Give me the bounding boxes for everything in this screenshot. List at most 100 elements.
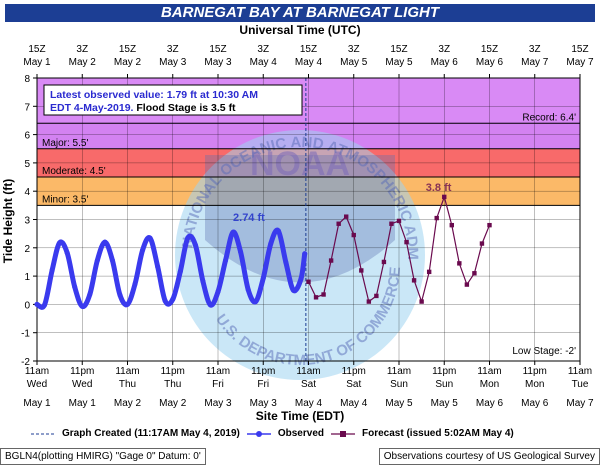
observed-crest-label: 2.74 ft: [233, 212, 265, 224]
observed-point: [238, 249, 244, 255]
observed-point: [298, 276, 304, 282]
bottom-tick-label-time: 11am: [296, 366, 320, 377]
bottom-tick-label-time: 11pm: [432, 366, 456, 377]
y-tick-label: -1: [21, 329, 30, 340]
top-tick-label-date: May 3: [159, 57, 187, 68]
top-tick-label-date: May 1: [23, 57, 51, 68]
bottom-tick-label-date: May 1: [23, 398, 51, 409]
observed-point: [109, 257, 115, 263]
bottom-tick-label-time: 11am: [477, 366, 501, 377]
forecast-point: [434, 215, 439, 221]
forecast-legend-icon: [331, 430, 355, 437]
bottom-tick-label-date: May 7: [566, 398, 594, 409]
top-tick-label-time: 15Z: [571, 44, 588, 55]
forecast-point: [464, 282, 470, 287]
legend-observed: Observed: [277, 428, 324, 439]
top-tick-label-time: 15Z: [119, 44, 136, 55]
observed-point: [117, 292, 123, 298]
bottom-tick-label-time: 11am: [206, 366, 230, 377]
noaa-logo-ring: [175, 130, 425, 380]
top-tick-label-date: May 7: [566, 57, 594, 68]
bottom-tick-label-time: 11am: [387, 366, 411, 377]
bottom-tick-label-day: Sun: [435, 379, 453, 390]
top-tick-label-date: May 5: [340, 57, 368, 68]
forecast-point: [359, 268, 364, 273]
forecast-point: [419, 299, 424, 304]
legend-graph-created: Graph Created (11:17AM May 4, 2019): [62, 428, 240, 439]
observed-point: [283, 260, 289, 266]
noaa-logo-bird: [205, 155, 395, 283]
y-axis-title: Tide Height (ft): [1, 178, 15, 264]
bottom-tick-label-date: May 1: [69, 398, 97, 409]
bottom-tick-label-date: May 5: [385, 398, 413, 409]
observed-point: [64, 250, 70, 256]
y-tick-label: 4: [24, 187, 30, 198]
forecast-point: [374, 293, 379, 299]
observed-point: [302, 251, 308, 257]
y-tick-label: 3: [24, 216, 30, 227]
top-tick-label-date: May 6: [431, 57, 459, 68]
observed-point: [253, 299, 259, 305]
top-tick-label-time: 3Z: [167, 44, 179, 55]
info-box-line1: Latest observed value: 1.79 ft at 10:30 …: [50, 89, 258, 101]
observed-point: [268, 241, 274, 247]
y-tick-label: -2: [21, 357, 30, 368]
top-tick-label-time: 3Z: [76, 44, 88, 55]
observed-point: [177, 269, 183, 275]
observed-point: [245, 287, 251, 293]
chart-title: BARNEGAT BAY AT BARNEGAT LIGHT: [5, 4, 595, 22]
y-tick-label: 6: [24, 131, 30, 142]
info-box: [43, 84, 303, 116]
legend-forecast: Forecast (issued 5:02AM May 4): [362, 428, 514, 439]
y-tick-label: 7: [24, 102, 30, 113]
stage-label-low-stage: Low Stage: -2': [512, 346, 576, 357]
observed-point: [87, 291, 93, 297]
bottom-tick-label-date: May 2: [159, 398, 187, 409]
y-tick-label: 2: [24, 244, 30, 255]
forecast-point: [351, 232, 356, 238]
observed-point: [94, 258, 100, 264]
forecast-point: [457, 261, 462, 266]
bottom-tick-label-time: 11pm: [251, 366, 275, 377]
observed-point: [223, 258, 229, 264]
forecast-point: [472, 271, 477, 276]
forecast-point: [411, 278, 417, 283]
y-tick-label: 1: [24, 272, 30, 283]
forecast-point: [487, 222, 492, 228]
bottom-tick-label-day: Fri: [212, 379, 224, 390]
observed-point: [34, 301, 40, 307]
forecast-point: [381, 259, 387, 265]
bottom-tick-label-time: 11am: [568, 366, 592, 377]
observed-point: [215, 289, 221, 295]
footer-source: Observations courtesy of US Geological S…: [378, 448, 600, 465]
bottom-tick-label-time: 11am: [115, 366, 139, 377]
bottom-tick-label-time: 11pm: [161, 366, 185, 377]
bottom-tick-label-time: 11pm: [523, 366, 547, 377]
top-axis-title: Universal Time (UTC): [239, 23, 361, 37]
forecast-crest-label: 3.8 ft: [426, 182, 452, 194]
observed-point: [170, 296, 176, 302]
top-tick-label-time: 15Z: [209, 44, 226, 55]
observed-point: [72, 284, 78, 290]
footer-gauge-info: BGLN4(plotting HMIRG) "Gage 0" Datum: 0': [0, 448, 206, 465]
observed-point: [155, 264, 161, 270]
forecast-point: [426, 269, 432, 275]
observed-point: [260, 275, 266, 281]
bottom-tick-label-time: 11pm: [70, 366, 94, 377]
graph-created-legend-icon: [31, 433, 55, 434]
forecast-point: [442, 194, 447, 200]
bottom-tick-label-day: Mon: [480, 379, 499, 390]
forecast-point: [313, 295, 319, 300]
observed-legend-icon: [246, 430, 271, 437]
stage-label-minor: Minor: 3.5': [42, 194, 88, 205]
forecast-point: [336, 221, 341, 226]
bottom-tick-label-day: Tue: [572, 379, 589, 390]
bottom-tick-label-date: May 3: [204, 398, 232, 409]
top-tick-label-time: 3Z: [438, 44, 450, 55]
observed-point: [290, 287, 296, 293]
bottom-tick-label-time: 11am: [25, 366, 49, 377]
top-tick-label-time: 15Z: [28, 44, 45, 55]
observed-point: [207, 302, 213, 308]
observed-point: [125, 301, 130, 307]
